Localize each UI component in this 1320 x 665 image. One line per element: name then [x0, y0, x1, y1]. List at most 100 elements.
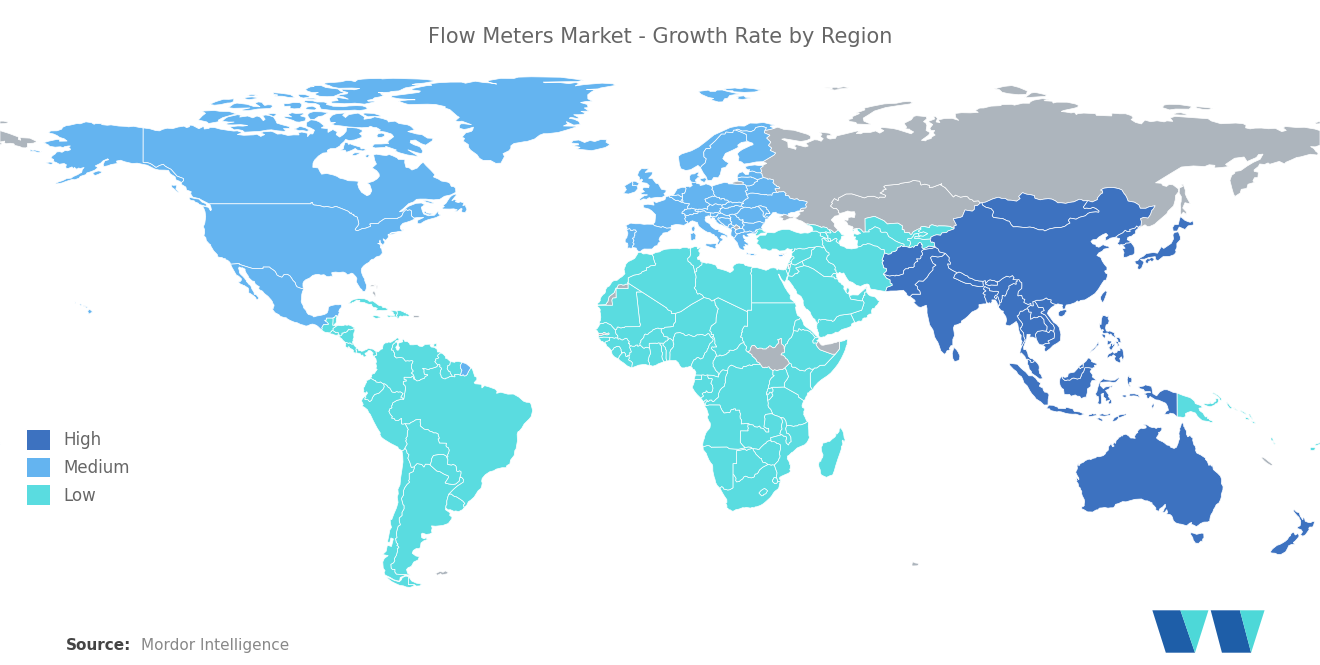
Polygon shape [952, 348, 960, 362]
Polygon shape [352, 153, 360, 156]
Polygon shape [784, 363, 813, 400]
Polygon shape [434, 353, 453, 379]
Polygon shape [741, 192, 807, 217]
Polygon shape [788, 264, 791, 269]
Polygon shape [1179, 184, 1191, 215]
Polygon shape [626, 223, 671, 251]
Polygon shape [912, 562, 919, 566]
Polygon shape [1035, 298, 1061, 352]
Polygon shape [376, 133, 384, 138]
Polygon shape [1249, 414, 1253, 420]
Polygon shape [1089, 342, 1098, 353]
Polygon shape [915, 225, 954, 239]
Polygon shape [704, 446, 752, 490]
Polygon shape [672, 188, 686, 198]
Polygon shape [1088, 413, 1097, 417]
Polygon shape [362, 384, 408, 451]
Polygon shape [788, 261, 804, 277]
Polygon shape [694, 203, 722, 213]
Polygon shape [789, 257, 795, 262]
Polygon shape [1146, 257, 1154, 263]
Polygon shape [298, 94, 310, 98]
Polygon shape [660, 343, 667, 362]
Polygon shape [1096, 378, 1119, 404]
Polygon shape [1294, 510, 1315, 537]
Polygon shape [599, 337, 610, 343]
Polygon shape [172, 185, 180, 192]
Polygon shape [643, 196, 689, 228]
Polygon shape [396, 311, 409, 319]
Polygon shape [1115, 337, 1121, 346]
Polygon shape [816, 341, 840, 354]
Polygon shape [408, 577, 421, 586]
Text: Mordor Intelligence: Mordor Intelligence [141, 638, 289, 653]
Polygon shape [86, 307, 88, 308]
Polygon shape [731, 227, 737, 238]
Polygon shape [244, 97, 257, 100]
Text: Flow Meters Market - Growth Rate by Region: Flow Meters Market - Growth Rate by Regi… [428, 27, 892, 47]
Polygon shape [611, 346, 623, 358]
Polygon shape [447, 361, 462, 377]
Polygon shape [953, 272, 983, 287]
Polygon shape [737, 177, 758, 186]
Polygon shape [759, 489, 767, 496]
Polygon shape [189, 198, 207, 206]
Polygon shape [1315, 121, 1320, 124]
Polygon shape [268, 114, 277, 116]
Polygon shape [711, 182, 748, 203]
Polygon shape [824, 238, 829, 241]
Polygon shape [791, 247, 816, 265]
Polygon shape [1027, 359, 1043, 379]
Polygon shape [701, 130, 747, 180]
Polygon shape [330, 331, 338, 335]
Polygon shape [231, 263, 342, 331]
Polygon shape [375, 285, 378, 289]
Polygon shape [771, 422, 809, 481]
Polygon shape [372, 291, 376, 297]
Polygon shape [308, 112, 329, 120]
Polygon shape [982, 193, 1100, 231]
Polygon shape [723, 88, 760, 92]
Polygon shape [1100, 316, 1115, 338]
Polygon shape [1180, 610, 1209, 653]
Polygon shape [1107, 340, 1111, 345]
Polygon shape [1063, 358, 1097, 380]
Polygon shape [830, 180, 981, 234]
Polygon shape [322, 318, 337, 333]
Polygon shape [692, 336, 718, 377]
Polygon shape [803, 247, 838, 277]
Polygon shape [692, 226, 696, 232]
Polygon shape [1162, 104, 1192, 110]
Polygon shape [92, 171, 102, 176]
Polygon shape [772, 477, 777, 483]
Polygon shape [405, 420, 449, 467]
Polygon shape [741, 414, 783, 450]
Polygon shape [388, 364, 533, 507]
Polygon shape [333, 325, 355, 336]
Polygon shape [632, 181, 639, 186]
Polygon shape [706, 243, 717, 249]
Polygon shape [1118, 414, 1127, 418]
Polygon shape [704, 400, 708, 405]
Polygon shape [284, 102, 302, 109]
Polygon shape [605, 337, 631, 356]
Polygon shape [430, 454, 461, 485]
Polygon shape [424, 211, 433, 215]
Polygon shape [442, 194, 467, 213]
Polygon shape [1272, 442, 1275, 444]
Polygon shape [329, 113, 433, 156]
Polygon shape [694, 262, 752, 312]
Polygon shape [685, 211, 727, 245]
Polygon shape [1152, 404, 1154, 409]
Polygon shape [793, 317, 818, 338]
Polygon shape [436, 571, 449, 575]
Polygon shape [820, 232, 830, 241]
Polygon shape [682, 208, 698, 215]
Polygon shape [1035, 330, 1055, 345]
Polygon shape [1016, 309, 1047, 362]
Polygon shape [1010, 363, 1049, 405]
Polygon shape [719, 464, 780, 511]
Polygon shape [1315, 442, 1320, 446]
Polygon shape [1109, 342, 1115, 350]
Polygon shape [193, 652, 205, 654]
